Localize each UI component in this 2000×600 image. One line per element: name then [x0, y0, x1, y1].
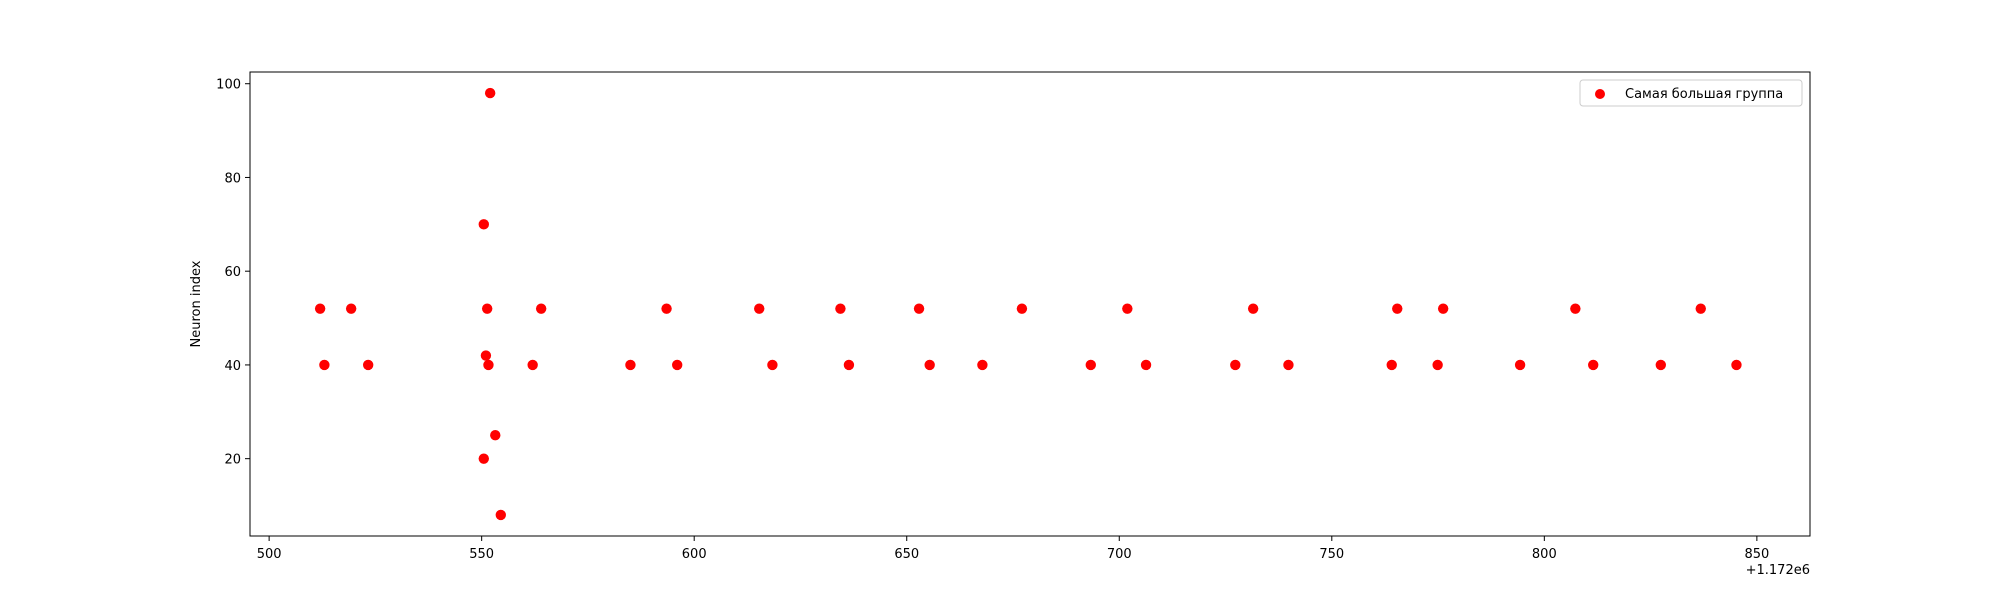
legend-label: Самая большая группа — [1625, 87, 1783, 102]
data-point — [483, 359, 494, 371]
x-tick-label: 550 — [469, 547, 494, 562]
data-point — [1432, 359, 1443, 371]
legend-box — [1579, 79, 1803, 107]
data-point — [625, 359, 636, 371]
data-point — [484, 87, 496, 99]
x-tick-label: 500 — [257, 547, 282, 562]
x-tick-label: 650 — [894, 547, 919, 562]
x-tick-label: 750 — [1319, 547, 1344, 562]
data-point — [661, 303, 672, 314]
data-point — [495, 509, 506, 521]
data-point — [1140, 359, 1152, 371]
data-point — [1392, 303, 1403, 314]
data-point — [362, 359, 374, 371]
data-point — [345, 303, 357, 314]
x-axis-offset-label: +1.172e6 — [1746, 563, 1810, 578]
data-point — [924, 359, 935, 371]
data-point — [314, 303, 326, 314]
data-point — [480, 350, 492, 361]
y-tick-label: 60 — [224, 265, 241, 280]
y-tick-label: 40 — [224, 359, 241, 374]
y-tick-label: 20 — [224, 453, 241, 468]
data-point — [1655, 359, 1667, 371]
data-point — [1016, 303, 1028, 314]
data-point — [1437, 303, 1449, 314]
legend-marker — [1595, 89, 1605, 99]
data-point — [1731, 359, 1742, 371]
y-axis-ticks: 20 40 60 80 100 — [216, 78, 250, 468]
data-point — [1122, 303, 1133, 314]
plot-frame — [249, 71, 1811, 537]
data-point — [1386, 359, 1397, 371]
data-point — [843, 359, 855, 371]
x-tick-label: 700 — [1107, 547, 1132, 562]
data-point — [490, 430, 501, 441]
data-point — [478, 453, 489, 464]
data-point — [1570, 303, 1581, 314]
data-point — [527, 359, 538, 371]
y-tick-label: 80 — [224, 171, 241, 186]
x-axis-ticks: 500 550 600 650 700 750 800 850 — [257, 536, 1769, 562]
data-point — [1514, 359, 1526, 371]
data-points — [314, 87, 1742, 521]
data-point — [1588, 359, 1599, 371]
data-point — [319, 359, 330, 371]
data-point — [977, 359, 988, 371]
data-point — [1230, 359, 1241, 371]
x-tick-label: 600 — [682, 547, 707, 562]
data-point — [481, 303, 493, 314]
data-point — [1283, 359, 1294, 371]
data-point — [835, 303, 846, 314]
data-point — [754, 303, 765, 314]
y-tick-label: 100 — [216, 78, 241, 93]
data-point — [1247, 303, 1259, 314]
legend: Самая большая группа — [1579, 79, 1803, 107]
data-point — [1695, 303, 1706, 314]
data-point — [913, 303, 925, 314]
x-tick-label: 850 — [1744, 547, 1769, 562]
data-point — [767, 359, 778, 371]
data-point — [671, 359, 683, 371]
data-point — [1085, 359, 1096, 371]
x-tick-label: 800 — [1532, 547, 1557, 562]
data-point — [535, 303, 547, 314]
y-axis-label: Neuron index — [189, 260, 204, 347]
data-point — [478, 219, 489, 230]
